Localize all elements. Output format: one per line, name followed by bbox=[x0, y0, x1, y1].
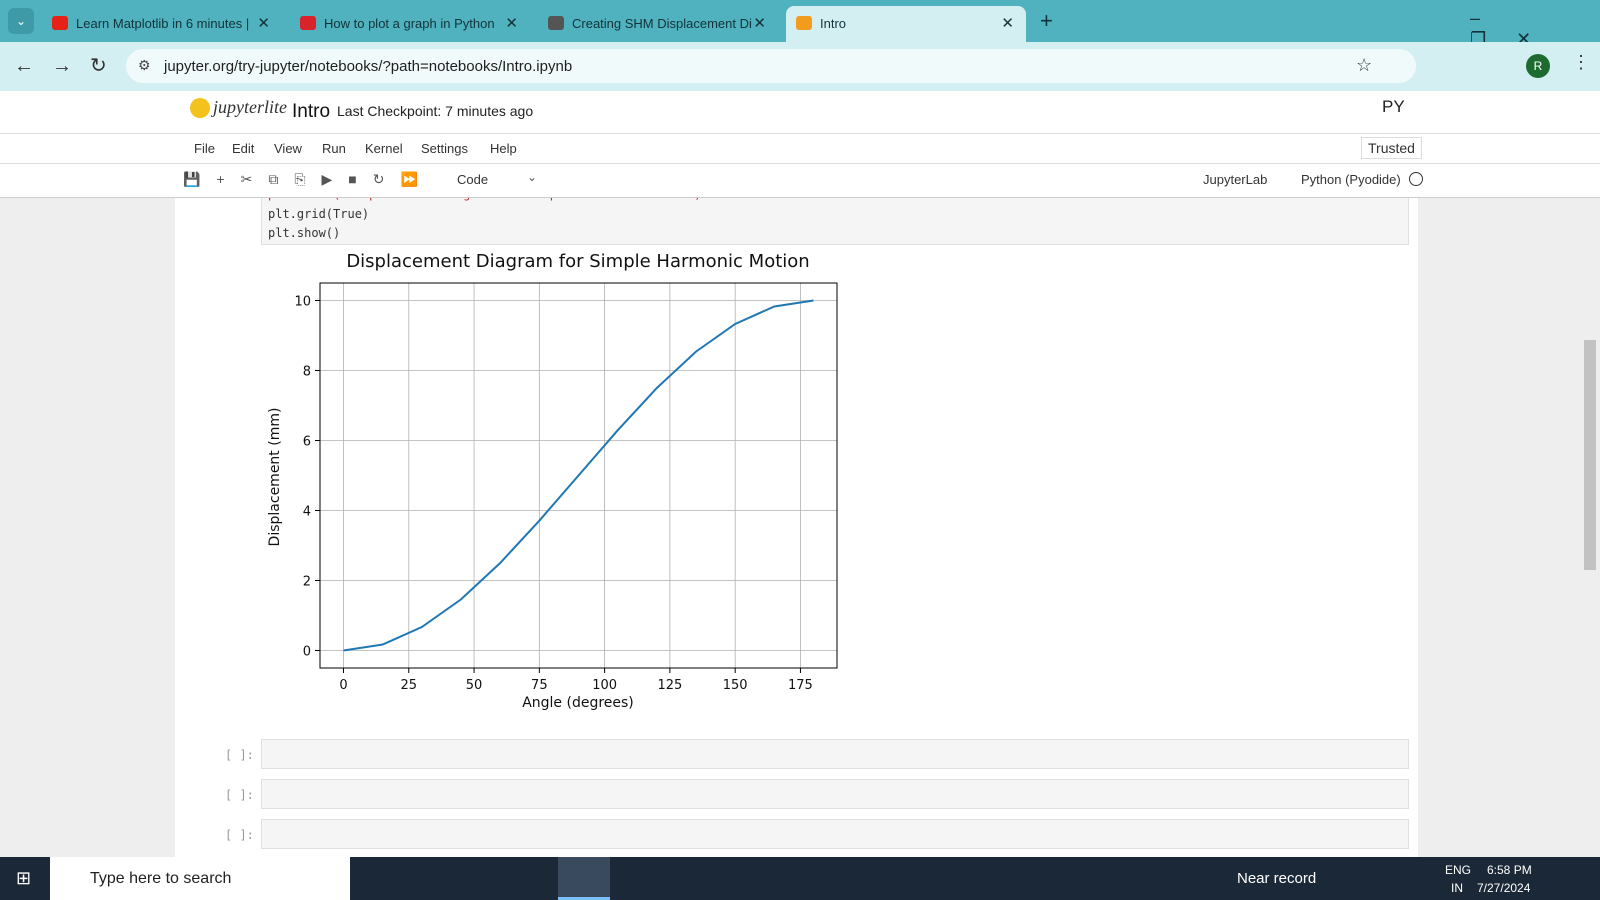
tab-icon bbox=[548, 16, 564, 30]
clock-date: 7/27/2024 bbox=[1477, 881, 1531, 895]
tab-close[interactable]: ✕ bbox=[505, 15, 518, 32]
browser-toolbar: ←→↻ ⚙ jupyter.org/try-jupyter/notebooks/… bbox=[0, 42, 1600, 91]
menu-item[interactable]: File bbox=[194, 141, 215, 156]
notebook-area: plt.title("Displacement Diagram for Simp… bbox=[175, 198, 1418, 857]
logo-text: jupyterlite bbox=[213, 97, 287, 117]
y-axis-label: Displacement (mm) bbox=[267, 408, 283, 547]
y-tick-label: 10 bbox=[294, 295, 311, 310]
search-box[interactable]: Type here to search bbox=[50, 857, 350, 900]
tab-title: Creating SHM Displacement Di bbox=[572, 16, 752, 31]
x-tick-label: 50 bbox=[466, 678, 483, 693]
tab-close[interactable]: ✕ bbox=[753, 15, 766, 32]
y-tick-label: 4 bbox=[303, 505, 311, 520]
language[interactable]: ENG bbox=[1445, 863, 1472, 877]
taskbar: ⊞ Type here to search Near record ENG IN… bbox=[0, 857, 1600, 900]
tab-icon bbox=[796, 16, 812, 30]
browser-tab[interactable]: How to plot a graph in Python ✕ bbox=[290, 6, 530, 42]
trusted-indicator[interactable]: Trusted bbox=[1361, 137, 1422, 159]
x-tick-label: 150 bbox=[723, 678, 748, 693]
x-axis-label: Angle (degrees) bbox=[522, 695, 634, 711]
browser-menu[interactable]: ⋮ bbox=[1572, 52, 1590, 72]
x-tick-label: 100 bbox=[592, 678, 617, 693]
toolbar-icons[interactable]: 💾+✂⧉⎘▶■↻⏩ bbox=[183, 171, 434, 187]
search-placeholder: Type here to search bbox=[90, 870, 232, 887]
bookmark-star[interactable]: ☆ bbox=[1356, 55, 1373, 75]
new-tab[interactable]: + bbox=[1040, 8, 1053, 33]
x-tick-label: 0 bbox=[339, 678, 347, 693]
cell-prompt: [ ]: bbox=[225, 788, 254, 802]
pyodide-badge: PY bbox=[1382, 97, 1405, 116]
kernel-status bbox=[1409, 172, 1423, 186]
launcher-link[interactable]: JupyterLab bbox=[1203, 172, 1268, 187]
data-line bbox=[343, 299, 814, 652]
code-cell[interactable]: plt.title("Displacement Diagram for Simp… bbox=[261, 198, 1409, 245]
notebook-toolbar: 💾+✂⧉⎘▶■↻⏩ Code ⌄ JupyterLab Python (Pyod… bbox=[0, 164, 1600, 198]
chart: Displacement Diagram for Simple Harmonic… bbox=[267, 251, 838, 711]
weather[interactable]: Near record bbox=[1237, 870, 1317, 887]
browser-tab[interactable]: Intro ✕ bbox=[786, 6, 1026, 42]
menu-item[interactable]: Edit bbox=[232, 141, 255, 156]
empty-cell[interactable] bbox=[261, 819, 1409, 849]
notebook-header: jupyterlite Intro Last Checkpoint: 7 min… bbox=[0, 91, 1600, 134]
y-tick-label: 6 bbox=[303, 435, 311, 450]
menu-item[interactable]: Kernel bbox=[365, 141, 403, 156]
chrome-taskbar-icon[interactable] bbox=[558, 857, 610, 900]
select-arrow: ⌄ bbox=[527, 170, 538, 184]
site-info-icon[interactable]: ⚙ bbox=[138, 57, 151, 73]
cell-type-select[interactable]: Code bbox=[457, 172, 489, 187]
checkpoint: Last Checkpoint: 7 minutes ago bbox=[337, 103, 534, 119]
tab-title: Intro bbox=[820, 16, 847, 31]
url: jupyter.org/try-jupyter/notebooks/?path=… bbox=[164, 58, 573, 75]
browser-tab[interactable]: Creating SHM Displacement Di ✕ bbox=[538, 6, 778, 42]
cell-prompt: [ ]: bbox=[225, 828, 254, 842]
browser-tab[interactable]: Learn Matplotlib in 6 minutes | ✕ bbox=[42, 6, 282, 42]
menu-item[interactable]: Run bbox=[322, 141, 346, 156]
address-bar[interactable]: ⚙ jupyter.org/try-jupyter/notebooks/?pat… bbox=[126, 49, 1416, 83]
x-tick-label: 25 bbox=[401, 678, 418, 693]
code-line: plt.grid(True) bbox=[268, 207, 370, 221]
empty-cell[interactable] bbox=[261, 779, 1409, 809]
y-tick-label: 2 bbox=[303, 575, 311, 590]
tab-bar: ⌄ + –❐✕ Learn Matplotlib in 6 minutes | ✕… bbox=[0, 0, 1600, 49]
kernel-name[interactable]: Python (Pyodide) bbox=[1301, 172, 1401, 187]
menu-item[interactable]: Help bbox=[490, 141, 517, 156]
tab-icon bbox=[300, 16, 316, 30]
nav-buttons[interactable]: ←→↻ bbox=[14, 55, 125, 77]
profile-avatar[interactable]: R bbox=[1526, 54, 1550, 78]
x-tick-label: 175 bbox=[788, 678, 813, 693]
cell-prompt: [ ]: bbox=[225, 748, 254, 762]
code-line: plt.show() bbox=[268, 226, 341, 240]
code-line: plt.title("Displacement Diagram for Simp… bbox=[268, 198, 701, 201]
region: IN bbox=[1451, 881, 1463, 895]
menu-bar: Trusted File Edit View Run Kernel Settings Hel… bbox=[0, 134, 1600, 164]
tab-title: Learn Matplotlib in 6 minutes | bbox=[76, 16, 250, 31]
empty-cell[interactable] bbox=[261, 739, 1409, 769]
tab-close[interactable]: ✕ bbox=[1001, 15, 1014, 32]
scrollbar-thumb[interactable] bbox=[1584, 340, 1596, 570]
logo-icon bbox=[190, 98, 210, 118]
x-tick-label: 125 bbox=[657, 678, 682, 693]
plot-frame bbox=[319, 282, 838, 669]
tab-close[interactable]: ✕ bbox=[257, 15, 270, 32]
x-tick-label: 75 bbox=[531, 678, 548, 693]
tab-icon bbox=[52, 16, 68, 30]
y-tick-label: 8 bbox=[303, 365, 311, 380]
notebook-title[interactable]: Intro bbox=[292, 101, 331, 122]
y-tick-label: 0 bbox=[303, 645, 311, 660]
tab-title: How to plot a graph in Python bbox=[324, 16, 495, 31]
menu-item[interactable]: View bbox=[274, 141, 302, 156]
menu-item[interactable]: Settings bbox=[421, 141, 468, 156]
start-button[interactable]: ⊞ bbox=[16, 868, 32, 888]
tab-search[interactable]: ⌄ bbox=[8, 8, 34, 34]
chart-title: Displacement Diagram for Simple Harmonic… bbox=[346, 251, 809, 272]
clock-time[interactable]: 6:58 PM bbox=[1487, 863, 1532, 877]
